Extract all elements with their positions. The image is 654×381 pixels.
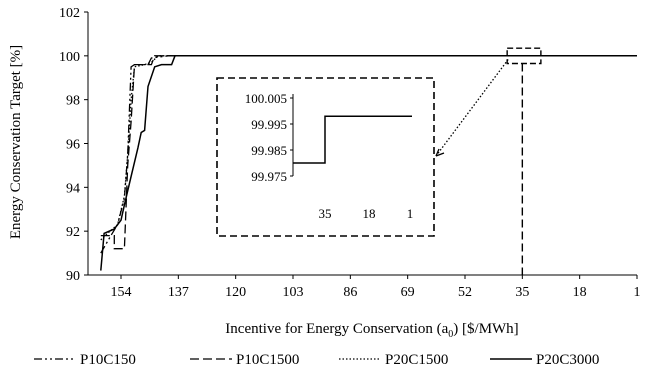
- y-tick-label: 94: [66, 181, 80, 196]
- y-tick-label: 102: [59, 6, 80, 21]
- inset-y-tick-label: 99.995: [251, 117, 287, 132]
- x-tick-label: 103: [283, 285, 304, 300]
- x-axis-title: Incentive for Energy Conservation (a0) […: [225, 321, 518, 340]
- y-tick-label: 100: [59, 50, 80, 65]
- series-line-P20C3000: [100, 55, 637, 271]
- x-tick-label: 120: [225, 285, 246, 300]
- x-tick-label: 154: [111, 285, 132, 300]
- x-tick-label: 52: [458, 285, 472, 300]
- y-tick-label: 98: [66, 94, 80, 109]
- legend-label-P20C3000: P20C3000: [536, 352, 599, 368]
- x-tick-label: 69: [401, 285, 415, 300]
- inset-series-line: [293, 115, 412, 164]
- inset-y-tick-label: 100.005: [245, 91, 287, 106]
- y-axis-title: Energy Conservation Target [%]: [8, 45, 24, 239]
- x-tick-label: 18: [573, 285, 587, 300]
- x-axis-title-main: Incentive for Energy Conservation (a: [225, 321, 448, 337]
- x-axis-title-subscript: 0: [448, 329, 453, 340]
- inset-x-tick-label: 35: [319, 206, 332, 221]
- legend-label-P10C1500: P10C1500: [236, 352, 299, 368]
- x-tick-label: 35: [515, 285, 529, 300]
- legend-label-P10C150: P10C150: [80, 352, 136, 368]
- series-line-P10C150: [100, 55, 637, 254]
- y-tick-label: 96: [66, 138, 80, 153]
- legend: P10C150 P10C1500 P20C1500 P20C3000: [34, 352, 599, 368]
- inset-y-tick-label: 99.985: [251, 143, 287, 158]
- inset-x-tick-label: 1: [407, 206, 414, 221]
- y-tick-label: 90: [66, 269, 80, 284]
- x-tick-label: 86: [343, 285, 357, 300]
- inset-y-tick-label: 99.975: [251, 169, 287, 184]
- legend-label-P20C1500: P20C1500: [385, 352, 448, 368]
- plot-area: 90 92 94 96 98 100 102 154 137 120 103 86 69 52 35 18 1 1…: [59, 6, 641, 300]
- inset-pointer-arrowhead: [435, 148, 445, 157]
- series-line-P20C1500: [100, 55, 637, 241]
- x-tick-label: 1: [634, 285, 641, 300]
- inset-x-tick-label: 18: [363, 206, 376, 221]
- inset-pointer-line: [435, 59, 509, 157]
- x-tick-label: 137: [168, 285, 189, 300]
- x-axis-title-tail: ) [$/MWh]: [453, 321, 518, 337]
- zoom-box: [506, 47, 542, 65]
- y-tick-label: 92: [66, 225, 80, 240]
